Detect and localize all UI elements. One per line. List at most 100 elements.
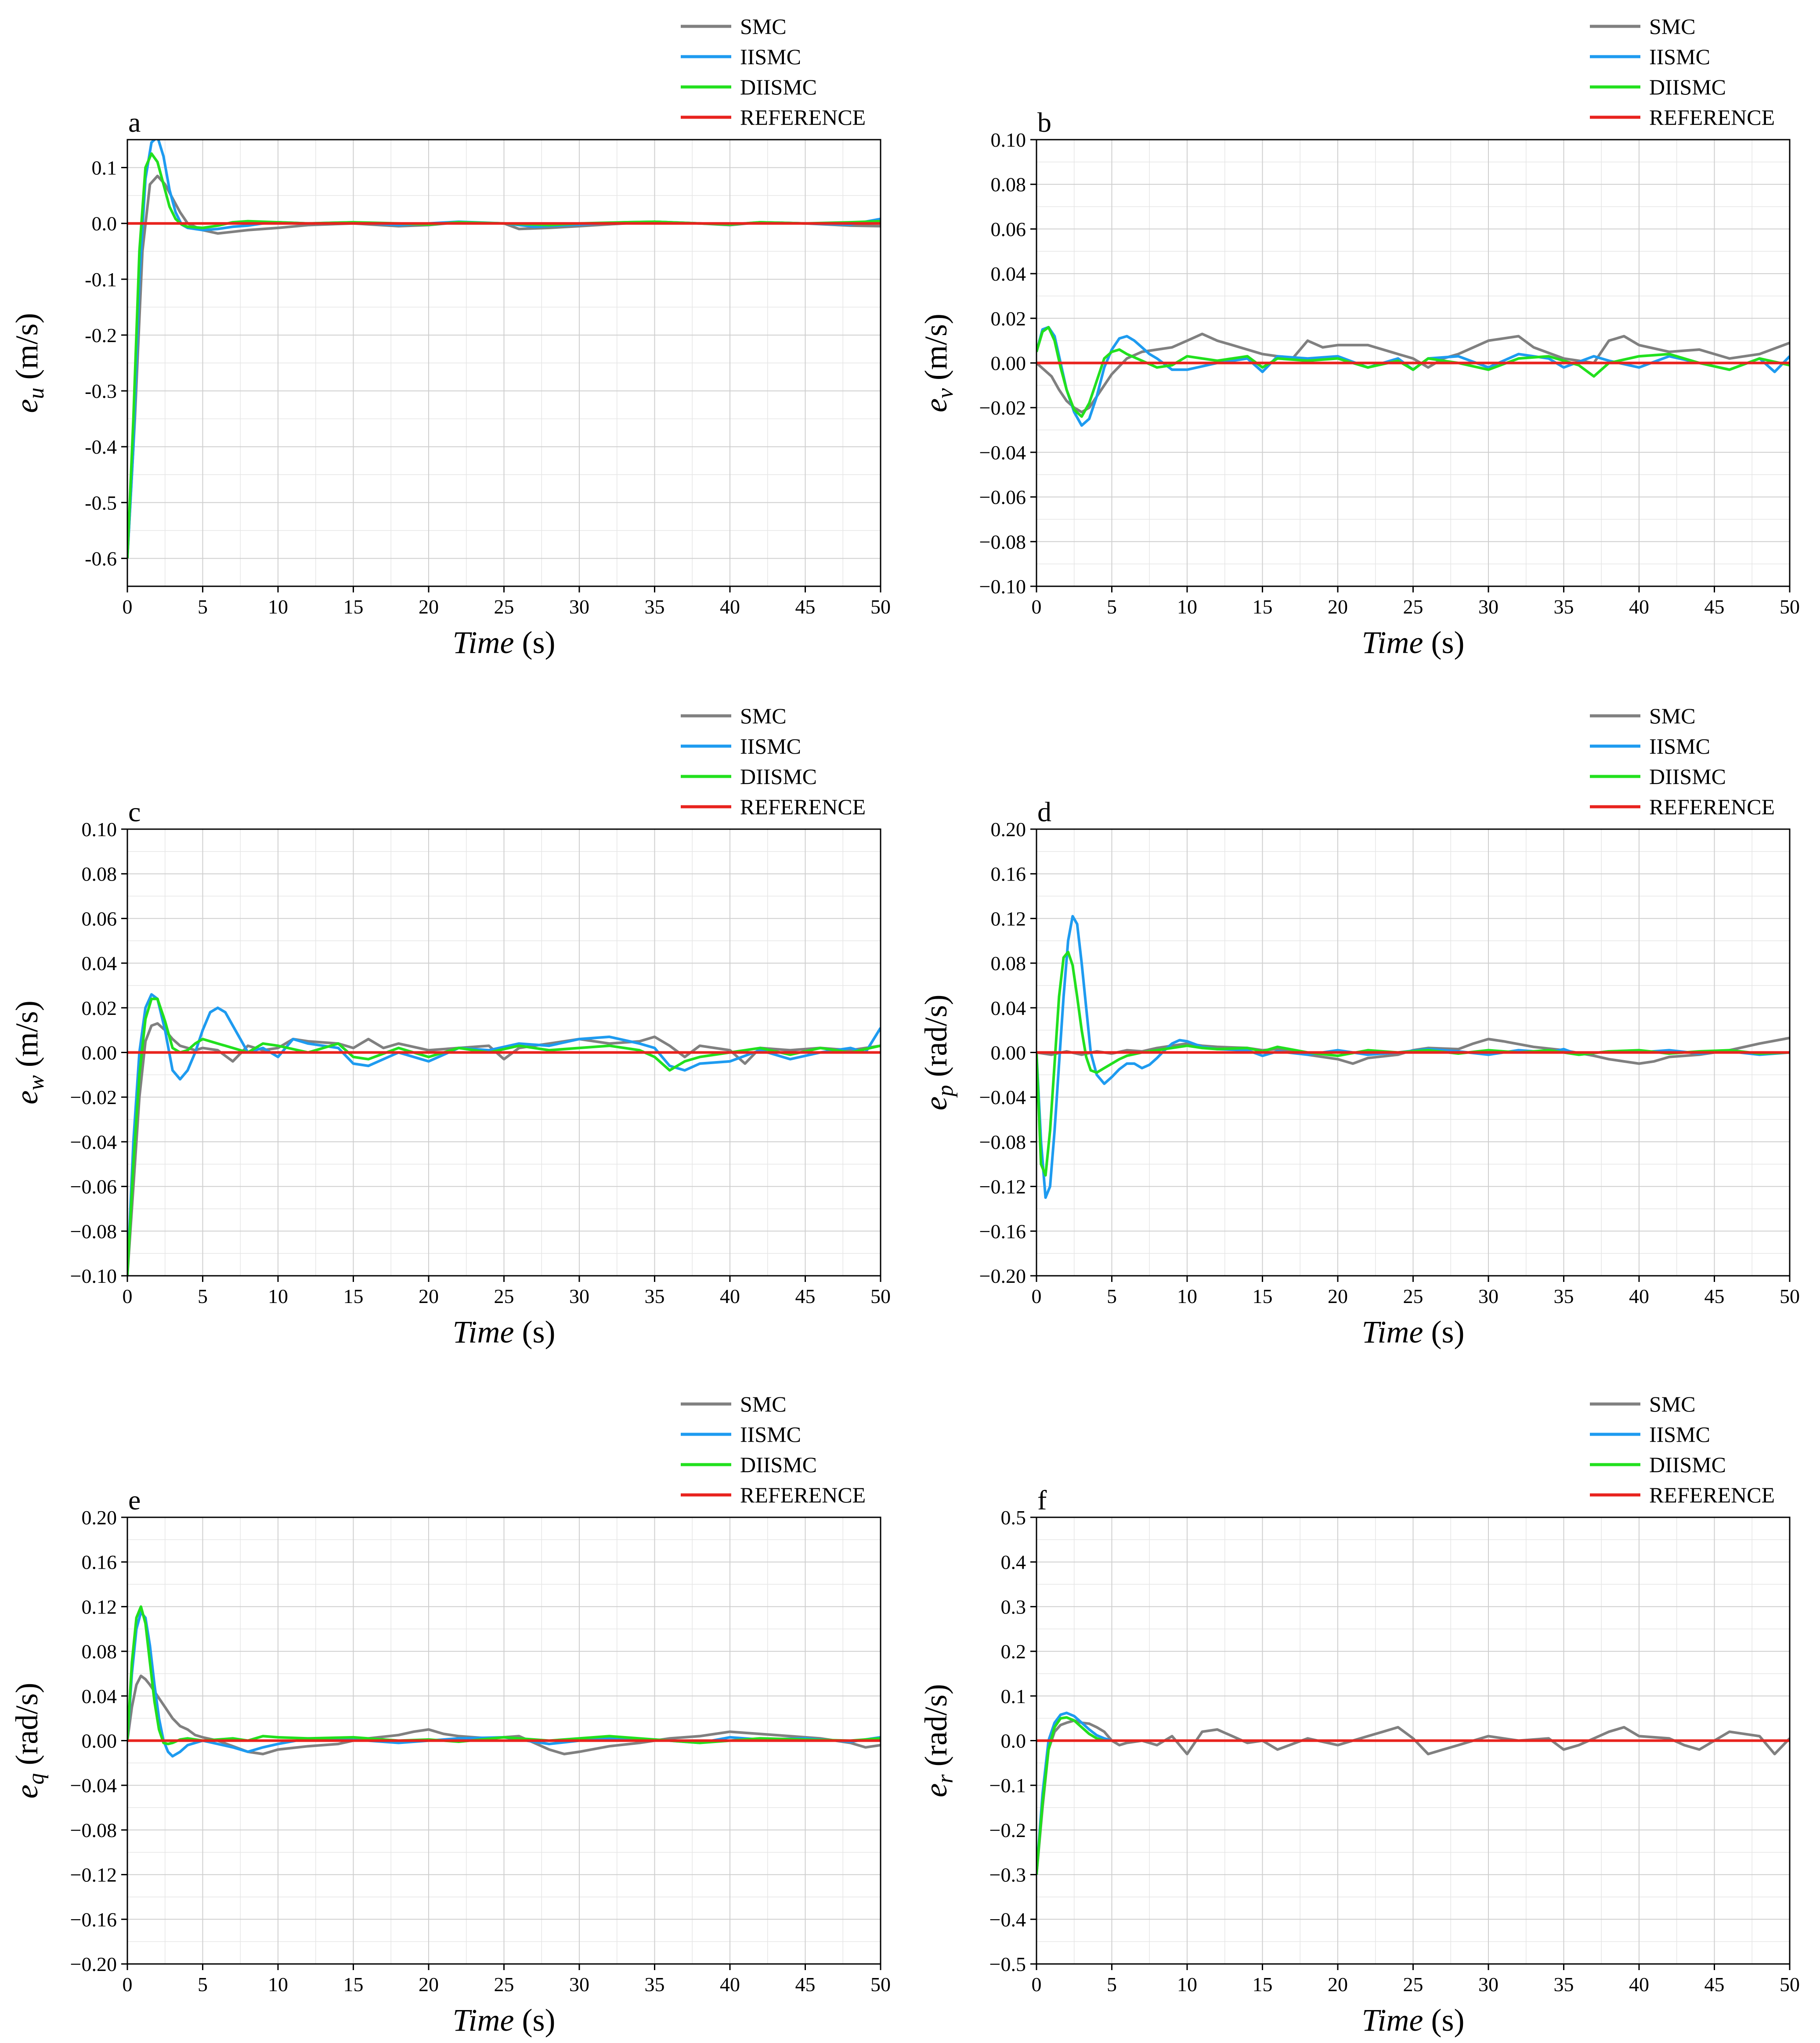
x-axis-title: Time (s)	[452, 625, 555, 660]
legend-label-iismc: IISMC	[740, 44, 801, 69]
y-tick-label: 0.1	[1001, 1685, 1026, 1707]
y-tick-label: 0.0	[92, 213, 117, 235]
x-tick-label: 0	[123, 1973, 133, 1996]
x-tick-label: 20	[1328, 596, 1348, 618]
legend-label-diismc: DIISMC	[1649, 764, 1726, 789]
series-group-a	[127, 140, 881, 559]
x-tick-label: 45	[1704, 1285, 1725, 1307]
x-tick-label: 50	[870, 596, 891, 618]
x-axis-title: Time (s)	[452, 2003, 555, 2038]
y-tick-label: 0.12	[991, 907, 1026, 930]
x-tick-label: 50	[870, 1973, 891, 1996]
x-tick-label: 35	[645, 596, 665, 618]
panel-label: d	[1037, 796, 1051, 827]
y-tick-label: -0.1	[85, 268, 117, 291]
legend: SMC IISMC DIISMC REFERENCE	[1590, 14, 1775, 130]
x-tick-label: 5	[198, 1973, 208, 1996]
y-tick-label: 0.20	[82, 1506, 117, 1529]
series-line-smc	[1036, 1719, 1790, 1875]
y-tick-label: 0.08	[82, 863, 117, 885]
x-tick-label: 40	[720, 1285, 740, 1307]
x-tick-label: 15	[1253, 596, 1273, 618]
x-tick-label: 10	[268, 1285, 288, 1307]
series-line-smc	[1036, 1036, 1790, 1065]
legend-label-smc: SMC	[1649, 14, 1696, 39]
grid-a	[127, 140, 881, 587]
legend-label-diismc: DIISMC	[740, 764, 817, 789]
legend-label-iismc: IISMC	[1649, 1422, 1710, 1447]
panel-label: f	[1037, 1484, 1047, 1516]
x-tick-label: 20	[1328, 1285, 1348, 1307]
y-tick-label: −0.06	[70, 1176, 117, 1198]
x-tick-label: 35	[645, 1285, 665, 1307]
y-tick-label: −0.2	[989, 1819, 1026, 1841]
legend-label-reference: REFERENCE	[740, 105, 866, 130]
x-tick-label: 25	[1403, 596, 1423, 618]
y-tick-label: 0.16	[991, 863, 1026, 885]
series-line-diismc	[1036, 326, 1790, 418]
x-tick-label: 35	[645, 1973, 665, 1996]
x-tick-label: 30	[569, 596, 589, 618]
y-tick-label: −0.5	[989, 1953, 1026, 1975]
series-group-c	[127, 993, 881, 1276]
y-tick-label: −0.04	[70, 1131, 117, 1153]
legend: SMC IISMC DIISMC REFERENCE	[681, 14, 866, 130]
panel-label: b	[1037, 107, 1051, 138]
y-tick-label: 0.2	[1001, 1640, 1026, 1663]
y-tick-label: −0.04	[70, 1774, 117, 1797]
y-tick-label: 0.10	[991, 129, 1026, 151]
x-tick-label: 30	[1478, 596, 1499, 618]
legend-label-reference: REFERENCE	[740, 1483, 866, 1507]
series-line-iismc	[1036, 326, 1790, 427]
x-tick-label: 35	[1554, 1973, 1574, 1996]
panel-d: 0 5 10 15 20 25 30 35 40 45 50 −0.20 −0.16 −0.12 −0.08…	[918, 704, 1800, 1350]
x-tick-label: 20	[419, 596, 439, 618]
panel-a: 0 5 10 15 20 25 30 35 40 45 50 -0.6 -0.5 -0.4 -0.3 -0.2…	[9, 14, 891, 660]
x-tick-label: 10	[1177, 596, 1197, 618]
x-tick-label: 25	[494, 1285, 514, 1307]
y-tick-label: 0.02	[82, 997, 117, 1019]
panel-b: 0 5 10 15 20 25 30 35 40 45 50 −0.10 −0.08 −0.06 −0.04…	[918, 14, 1800, 660]
x-tick-label: 40	[1629, 596, 1649, 618]
legend-label-smc: SMC	[1649, 704, 1696, 728]
legend-label-reference: REFERENCE	[1649, 794, 1775, 819]
y-tick-label: -0.5	[85, 491, 117, 514]
y-tick-label: −0.06	[979, 486, 1026, 509]
y-tick-label: −0.16	[70, 1908, 117, 1931]
x-tick-label: 30	[1478, 1285, 1499, 1307]
y-tick-label: 0.16	[82, 1551, 117, 1574]
legend-label-smc: SMC	[1649, 1392, 1696, 1416]
y-tick-label: 0.00	[991, 1042, 1026, 1064]
y-axis-title: er (rad/s)	[918, 1684, 958, 1797]
y-tick-label: 0.06	[82, 907, 117, 930]
y-tick-label: 0.4	[1001, 1551, 1026, 1574]
panel-label: a	[128, 107, 141, 138]
x-tick-label: 20	[419, 1285, 439, 1307]
x-tick-label: 50	[1780, 1973, 1800, 1996]
x-tick-label: 40	[720, 596, 740, 618]
panel-f: 0 5 10 15 20 25 30 35 40 45 50 −0.5 −0.4 −0.3 −0.2 −0.1…	[918, 1392, 1800, 2038]
y-tick-label: −0.10	[70, 1265, 117, 1287]
x-tick-label: 45	[795, 596, 816, 618]
x-axis-title: Time (s)	[452, 1314, 555, 1350]
y-tick-label: 0.04	[991, 997, 1026, 1019]
series-group-f	[1036, 1711, 1790, 1875]
x-tick-label: 30	[569, 1973, 589, 1996]
legend-label-smc: SMC	[740, 1392, 787, 1416]
x-tick-label: 15	[343, 1973, 364, 1996]
legend: SMC IISMC DIISMC REFERENCE	[681, 704, 866, 819]
y-axis-title: ew (m/s)	[9, 1000, 49, 1105]
x-tick-label: 10	[268, 596, 288, 618]
x-tick-label: 45	[1704, 1973, 1725, 1996]
y-tick-label: 0.20	[991, 818, 1026, 841]
x-tick-label: 5	[1107, 596, 1117, 618]
x-tick-label: 45	[795, 1285, 816, 1307]
y-tick-label: −0.20	[70, 1953, 117, 1975]
x-tick-label: 15	[1253, 1285, 1273, 1307]
x-tick-label: 0	[123, 1285, 133, 1307]
legend-label-smc: SMC	[740, 704, 787, 728]
series-line-diismc	[1036, 950, 1790, 1177]
y-tick-label: −0.4	[989, 1908, 1026, 1931]
x-tick-label: 15	[343, 1285, 364, 1307]
x-tick-label: 50	[870, 1285, 891, 1307]
